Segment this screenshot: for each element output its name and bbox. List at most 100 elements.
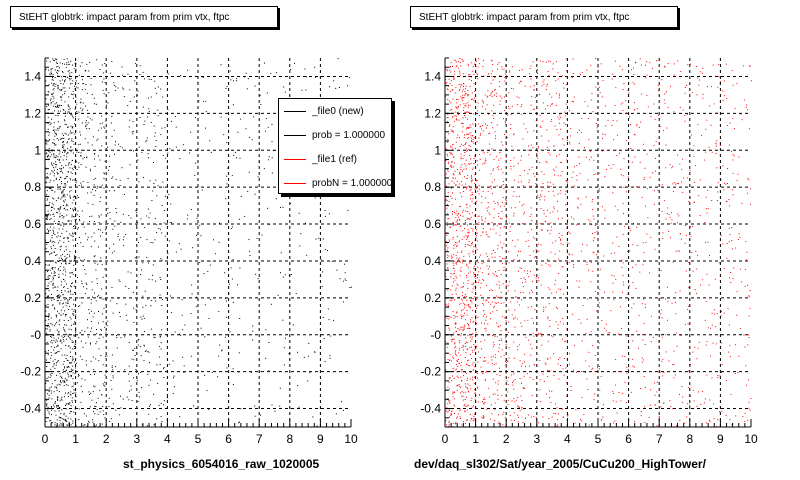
scatter-point	[587, 105, 589, 107]
scatter-point	[457, 61, 459, 63]
scatter-point	[744, 346, 746, 348]
scatter-point	[156, 232, 158, 234]
scatter-point	[702, 97, 704, 99]
scatter-point	[467, 149, 468, 151]
scatter-point	[57, 127, 59, 129]
scatter-point	[72, 303, 74, 305]
scatter-point	[537, 157, 539, 159]
scatter-point	[452, 65, 453, 67]
scatter-point	[245, 128, 247, 130]
scatter-point	[55, 386, 57, 388]
scatter-point	[54, 132, 56, 134]
scatter-point	[463, 405, 465, 407]
scatter-point	[690, 395, 691, 397]
scatter-point	[530, 65, 532, 67]
scatter-point	[498, 421, 500, 423]
scatter-point	[642, 339, 644, 341]
scatter-point	[55, 261, 57, 263]
scatter-point	[585, 332, 587, 334]
scatter-point	[52, 171, 54, 173]
scatter-point	[653, 144, 655, 146]
scatter-point	[460, 328, 462, 330]
scatter-point	[557, 78, 559, 80]
scatter-point	[601, 150, 603, 152]
scatter-point	[452, 273, 454, 275]
scatter-point	[641, 93, 643, 95]
scatter-point	[520, 106, 522, 107]
scatter-point	[681, 401, 683, 403]
scatter-point	[128, 380, 130, 382]
scatter-point	[472, 228, 474, 230]
scatter-point	[631, 161, 633, 163]
x-tick-label: 7	[256, 432, 263, 446]
scatter-point	[569, 143, 571, 145]
scatter-point	[67, 384, 69, 386]
scatter-point	[467, 118, 468, 120]
scatter-point	[51, 299, 53, 301]
scatter-point	[559, 250, 561, 252]
scatter-point	[114, 153, 115, 155]
scatter-point	[679, 250, 681, 252]
scatter-point	[506, 75, 507, 77]
scatter-point	[47, 276, 49, 278]
scatter-point	[46, 404, 48, 406]
scatter-point	[103, 384, 105, 386]
scatter-point	[571, 176, 573, 178]
scatter-point	[623, 213, 624, 215]
scatter-point	[69, 191, 70, 193]
scatter-point	[57, 399, 58, 401]
scatter-point	[592, 199, 594, 200]
scatter-point	[55, 164, 57, 165]
scatter-point	[62, 146, 64, 147]
scatter-point	[743, 334, 745, 336]
scatter-point	[459, 408, 461, 410]
scatter-point	[314, 66, 316, 68]
scatter-point	[522, 387, 524, 388]
scatter-point	[469, 365, 471, 367]
scatter-point	[491, 96, 493, 98]
scatter-point	[736, 83, 738, 85]
scatter-point	[469, 347, 471, 348]
scatter-point	[468, 111, 469, 113]
scatter-point	[502, 197, 504, 198]
scatter-point	[74, 345, 76, 347]
scatter-point	[507, 331, 509, 333]
scatter-point	[464, 176, 466, 178]
scatter-point	[460, 333, 462, 335]
scatter-point	[55, 144, 57, 146]
scatter-point	[49, 121, 51, 123]
scatter-point	[64, 290, 66, 292]
scatter-point	[532, 236, 534, 238]
scatter-point	[502, 315, 504, 317]
scatter-point	[50, 69, 52, 71]
scatter-point	[513, 191, 515, 193]
scatter-point	[115, 86, 117, 88]
scatter-point	[97, 186, 99, 188]
scatter-point	[571, 100, 573, 102]
scatter-point	[47, 271, 48, 273]
scatter-point	[196, 234, 197, 236]
scatter-point	[232, 384, 234, 386]
scatter-point	[465, 168, 467, 170]
scatter-point	[119, 179, 121, 181]
scatter-point	[53, 167, 55, 169]
scatter-point	[493, 117, 495, 119]
scatter-point	[56, 406, 58, 408]
x-tick-label: 9	[317, 432, 324, 446]
scatter-point	[673, 74, 675, 76]
scatter-point	[715, 145, 717, 147]
scatter-point	[463, 286, 464, 287]
scatter-point	[163, 186, 165, 188]
scatter-point	[52, 101, 54, 103]
scatter-point	[459, 386, 461, 388]
scatter-point	[64, 354, 66, 356]
scatter-point	[567, 182, 568, 184]
scatter-point	[673, 182, 675, 183]
scatter-point	[90, 168, 91, 170]
scatter-point	[590, 99, 592, 101]
scatter-point	[87, 319, 88, 321]
scatter-point	[329, 357, 331, 359]
scatter-point	[143, 331, 145, 332]
scatter-point	[69, 305, 71, 307]
scatter-point	[46, 328, 48, 330]
